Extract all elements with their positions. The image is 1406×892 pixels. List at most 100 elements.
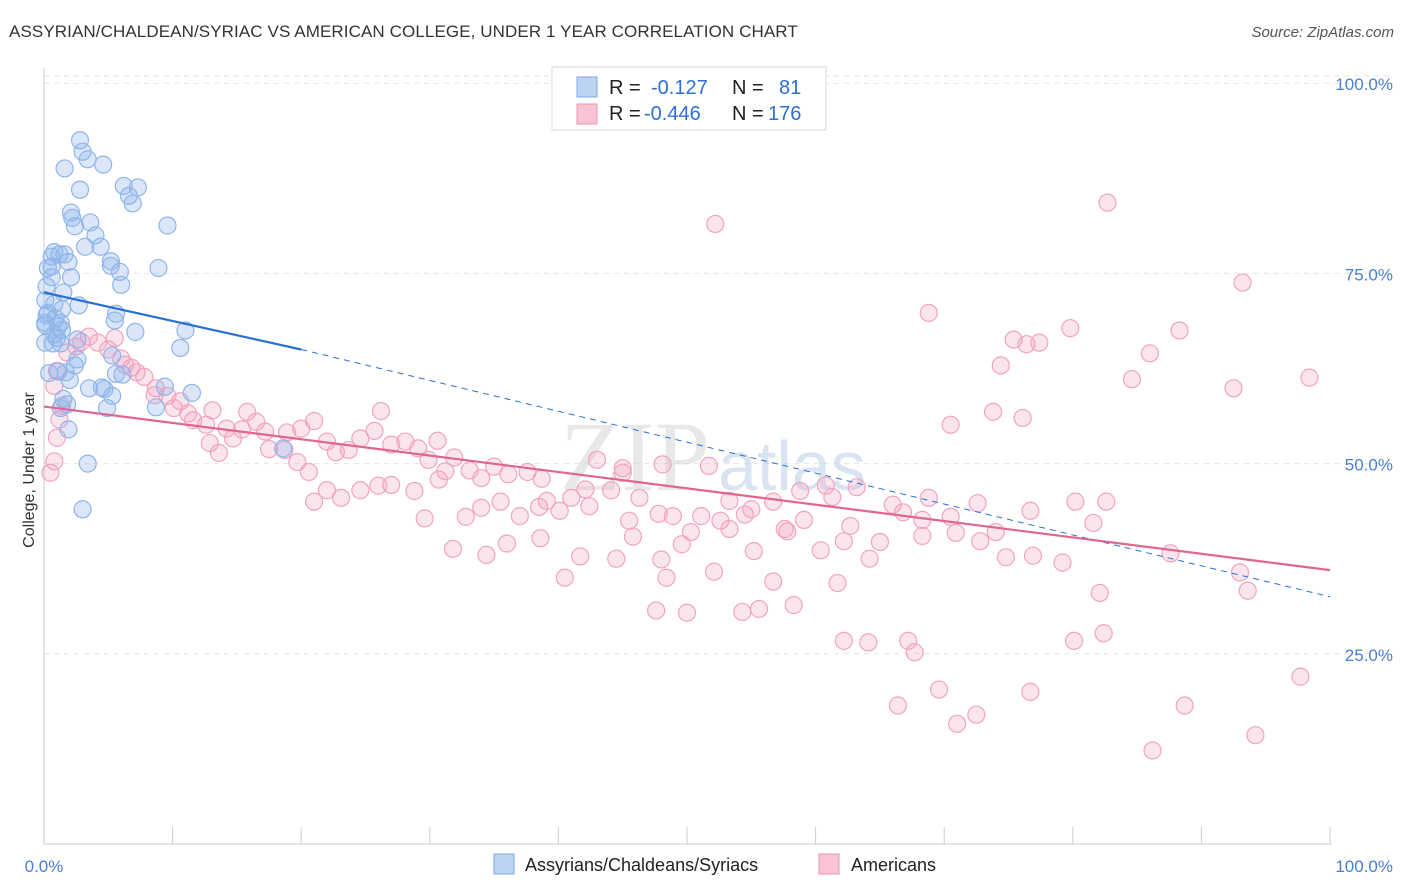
y-tick-label: 25.0% [1345,646,1393,665]
american-point [704,562,724,581]
american-point [919,303,938,323]
bottom-legend-swatch-pink [818,853,840,875]
assyrian-point [171,338,190,358]
assyrian-point [113,365,132,384]
legend-box [551,66,827,131]
x-tick-label-max: 100.0% [1335,857,1393,876]
american-point [247,412,266,431]
legend-n-value-2: 176 [768,103,801,125]
assyrian-point [55,159,74,178]
x-tick-label-min: 0.0% [25,857,64,876]
american-point [613,459,632,478]
assyrian-point [52,300,72,319]
legend-r-value-2: -0.446 [644,103,701,125]
american-point [775,519,794,539]
american-point [317,481,337,500]
american-point [1066,492,1085,511]
american-point [883,495,902,514]
american-point [491,492,510,511]
assyrian-point [91,237,110,256]
american-point [304,411,324,431]
american-point [1061,319,1080,338]
american-point [929,680,949,699]
american-point [791,481,810,501]
american-point [652,550,671,569]
assyrian-point [38,258,57,278]
assyrian-point [65,356,84,375]
american-point [164,398,183,418]
american-point [259,440,279,459]
american-point [870,532,890,552]
american-point [472,468,491,488]
assyrian-point [103,346,122,365]
american-point [531,529,550,548]
american-point [1238,581,1257,600]
american-point [587,450,607,469]
assyrian-point [59,252,78,272]
american-point [692,507,711,526]
source-label: Source: ZipAtlas.com [1251,24,1394,41]
assyrian-point [158,216,177,235]
american-point [947,714,967,733]
american-point [1143,741,1162,760]
american-point [968,494,987,513]
american-point [555,568,574,587]
american-point [1224,379,1243,398]
assyrian-point [68,330,87,349]
bottom-legend: Assyrians/Chaldeans/Syriacs Americans [493,853,936,875]
american-point [899,631,918,650]
y-axis-title: College, Under 1 year [21,392,38,548]
american-point [443,539,463,558]
american-point [706,214,725,234]
american-point [1090,583,1109,603]
assyrian-point [97,398,117,418]
american-point [209,443,228,463]
legend: R = -0.127 N = 81 R = -0.446 N = 176 [551,66,827,131]
american-point [607,549,626,568]
american-point [499,465,518,484]
assyrian-point [86,226,105,245]
american-point [623,527,643,546]
american-point [562,488,581,507]
american-point [1246,726,1265,745]
assyrian-point [182,383,201,402]
assyrian-point [60,370,79,390]
american-point [1053,553,1072,572]
american-trend-line [43,405,1331,572]
american-point [550,501,569,520]
assyrian-point [146,398,165,417]
american-point [1023,546,1043,565]
american-point [860,549,879,568]
assyrian-trend-extension [301,349,1331,598]
american-point [834,631,853,650]
assyrian-point [105,311,124,330]
assyrian-point [79,379,99,398]
american-point [1094,624,1113,643]
american-point [834,532,853,551]
american-point [764,572,783,591]
american-point [913,526,932,545]
american-point [653,455,672,474]
american-point [497,534,517,553]
american-point [630,488,649,507]
assyrian-point [274,439,293,458]
american-point [405,481,424,501]
assyrian-point [155,377,174,396]
american-point [1098,193,1117,212]
american-point [657,568,676,587]
assyrian-point [94,155,113,174]
american-point [720,491,739,510]
american-point [677,603,697,622]
legend-swatch-blue [576,76,598,98]
assyrian-point [126,322,145,342]
assyrian-point [110,262,129,281]
american-point [45,452,64,471]
american-point [602,481,621,500]
american-point [178,404,198,423]
american-point [672,535,691,554]
assyrian-point [123,194,142,213]
american-point [778,522,797,541]
assyrian-trend-line [43,291,302,351]
american-point [681,522,700,542]
legend-r-value-1: -0.127 [651,77,708,99]
